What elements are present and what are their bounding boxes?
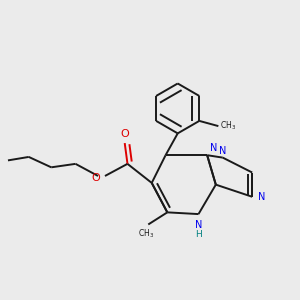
Text: N: N <box>210 143 217 154</box>
Text: H: H <box>195 230 202 239</box>
Text: N: N <box>219 146 226 156</box>
Text: O: O <box>91 173 100 183</box>
Text: CH$_3$: CH$_3$ <box>220 120 236 132</box>
Text: O: O <box>120 129 129 139</box>
Text: N: N <box>258 192 266 202</box>
Text: CH$_3$: CH$_3$ <box>139 228 154 240</box>
Text: N: N <box>195 220 202 230</box>
